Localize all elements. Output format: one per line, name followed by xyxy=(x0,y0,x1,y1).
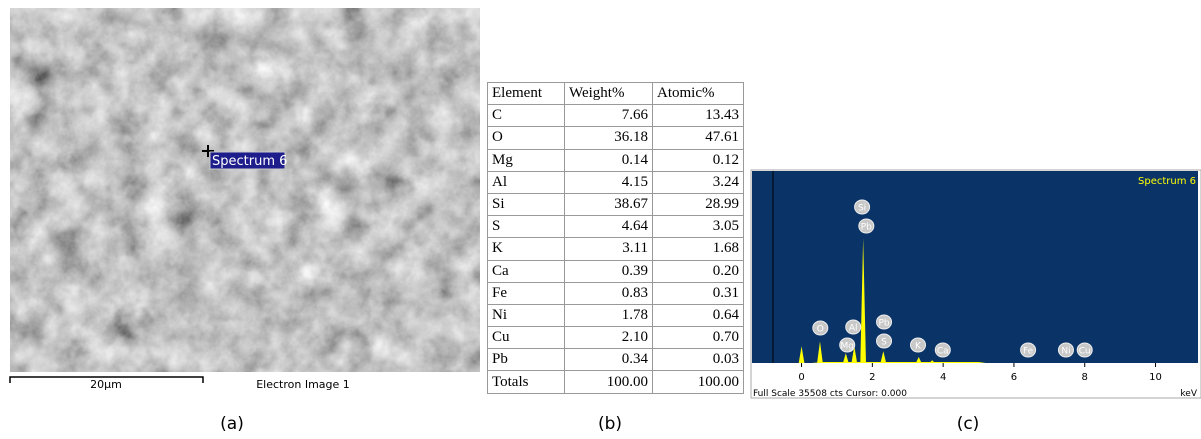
table-cell: 4.64 xyxy=(565,216,653,238)
spectrum-footer: Full Scale 35508 cts Cursor: 0.000 xyxy=(753,389,907,399)
table-cell: 0.83 xyxy=(565,282,653,304)
element-label: Pb xyxy=(861,223,872,233)
table-cell: 0.12 xyxy=(653,149,744,171)
table-cell: 3.05 xyxy=(653,216,744,238)
sem-texture xyxy=(10,8,480,372)
element-label: O xyxy=(817,325,824,335)
table-cell: 0.14 xyxy=(565,149,653,171)
table-cell: K xyxy=(488,238,565,260)
table-cell: O xyxy=(488,127,565,149)
table-cell: 0.64 xyxy=(653,304,744,326)
element-label: Cu xyxy=(1079,347,1091,357)
table-cell: Totals xyxy=(488,371,565,393)
table-cell: 3.24 xyxy=(653,171,744,193)
spectrum-title: Spectrum 6 xyxy=(1138,176,1196,187)
table-cell: 3.11 xyxy=(565,238,653,260)
table-cell: 0.20 xyxy=(653,260,744,282)
table-cell: 0.34 xyxy=(565,349,653,371)
image-title: Electron Image 1 xyxy=(256,378,350,391)
table-cell: 0.39 xyxy=(565,260,653,282)
table-cell: 7.66 xyxy=(565,105,653,127)
table-cell: 2.10 xyxy=(565,327,653,349)
x-tick-label: 8 xyxy=(1082,372,1088,383)
table-cell: Fe xyxy=(488,282,565,304)
table-cell: Ca xyxy=(488,260,565,282)
element-label: Si xyxy=(858,204,866,214)
table-cell: 13.43 xyxy=(653,105,744,127)
table-row: Pb0.340.03 xyxy=(488,349,744,371)
table-cell: Mg xyxy=(488,149,565,171)
marker-label: Spectrum 6 xyxy=(212,154,287,169)
x-tick-label: 0 xyxy=(798,372,804,383)
table-cell: Element xyxy=(488,83,565,105)
x-unit: keV xyxy=(1180,389,1197,399)
caption: (c) xyxy=(957,414,980,434)
x-tick-label: 4 xyxy=(940,372,946,383)
x-tick-label: 10 xyxy=(1149,372,1162,383)
table-cell: 0.03 xyxy=(653,349,744,371)
x-tick-label: 6 xyxy=(1011,372,1017,383)
element-label: Mg xyxy=(840,342,853,352)
table-cell: 0.70 xyxy=(653,327,744,349)
element-label: Al xyxy=(849,324,858,334)
table-cell: 1.68 xyxy=(653,238,744,260)
table-cell: Si xyxy=(488,193,565,215)
page: Spectrum 6 20µm Electron Image 1 Spectru… xyxy=(0,0,1201,439)
table-row: S4.643.05 xyxy=(488,216,744,238)
table-cell: 1.78 xyxy=(565,304,653,326)
element-label: Ni xyxy=(1061,347,1070,357)
table-cell: 36.18 xyxy=(565,127,653,149)
spectrum: Spectrum 6 Full Scale 35508 cts Cursor: … xyxy=(751,170,1201,399)
x-tick-label: 2 xyxy=(869,372,875,383)
table-row: Al4.153.24 xyxy=(488,171,744,193)
scale-label: 20µm xyxy=(90,378,122,391)
table-cell: S xyxy=(488,216,565,238)
background-noise xyxy=(812,362,985,363)
table-cell: 100.00 xyxy=(653,371,744,393)
table-cell: Cu xyxy=(488,327,565,349)
element-label: Ca xyxy=(937,347,949,357)
caption: (a) xyxy=(220,414,244,434)
table-cell: Al xyxy=(488,171,565,193)
table-cell: 28.99 xyxy=(653,193,744,215)
table-cell: Pb xyxy=(488,349,565,371)
table-cell: Weight% xyxy=(565,83,653,105)
element-label: S xyxy=(881,338,887,348)
table-cell: C xyxy=(488,105,565,127)
element-label: Pb xyxy=(878,319,889,329)
caption: (b) xyxy=(598,414,622,434)
table-cell: 47.61 xyxy=(653,127,744,149)
table-cell: 100.00 xyxy=(565,371,653,393)
element-label: Fe xyxy=(1023,347,1034,357)
table-cell: 38.67 xyxy=(565,193,653,215)
table-cell: 0.31 xyxy=(653,282,744,304)
table-cell: 4.15 xyxy=(565,171,653,193)
table-row: Ca0.390.20 xyxy=(488,260,744,282)
table-cell: Ni xyxy=(488,304,565,326)
table-cell: Atomic% xyxy=(653,83,744,105)
